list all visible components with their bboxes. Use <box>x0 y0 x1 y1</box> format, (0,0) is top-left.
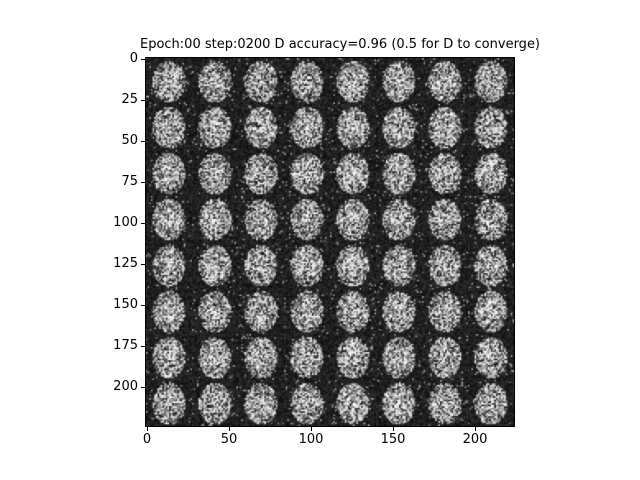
y-tick-label: 125 <box>113 256 138 271</box>
y-tick-mark <box>141 182 145 183</box>
y-tick-label: 25 <box>121 92 138 107</box>
y-tick-mark <box>141 346 145 347</box>
y-tick-label: 150 <box>113 297 138 312</box>
x-tick-label: 150 <box>380 432 406 447</box>
y-tick-label: 50 <box>121 133 138 148</box>
y-tick-mark <box>141 141 145 142</box>
generated-image-grid <box>146 58 514 426</box>
x-tick-label: 50 <box>220 432 238 447</box>
figure-title: Epoch:00 step:0200 D accuracy=0.96 (0.5 … <box>139 37 541 52</box>
y-tick-label: 175 <box>113 338 138 353</box>
x-tick-mark <box>475 427 476 431</box>
sample-grid-canvas <box>146 58 514 426</box>
y-tick-mark <box>141 264 145 265</box>
y-tick-label: 200 <box>113 379 138 394</box>
y-tick-mark <box>141 223 145 224</box>
y-tick-label: 75 <box>121 174 138 189</box>
y-tick-mark <box>141 59 145 60</box>
y-tick-mark <box>141 100 145 101</box>
x-tick-label: 100 <box>298 432 324 447</box>
x-tick-mark <box>229 427 230 431</box>
x-tick-mark <box>147 427 148 431</box>
x-tick-mark <box>393 427 394 431</box>
y-tick-label: 0 <box>129 51 138 66</box>
y-tick-mark <box>141 387 145 388</box>
y-tick-label: 100 <box>113 215 138 230</box>
y-tick-mark <box>141 305 145 306</box>
x-tick-mark <box>311 427 312 431</box>
x-tick-label: 200 <box>462 432 488 447</box>
x-tick-label: 0 <box>142 432 152 447</box>
